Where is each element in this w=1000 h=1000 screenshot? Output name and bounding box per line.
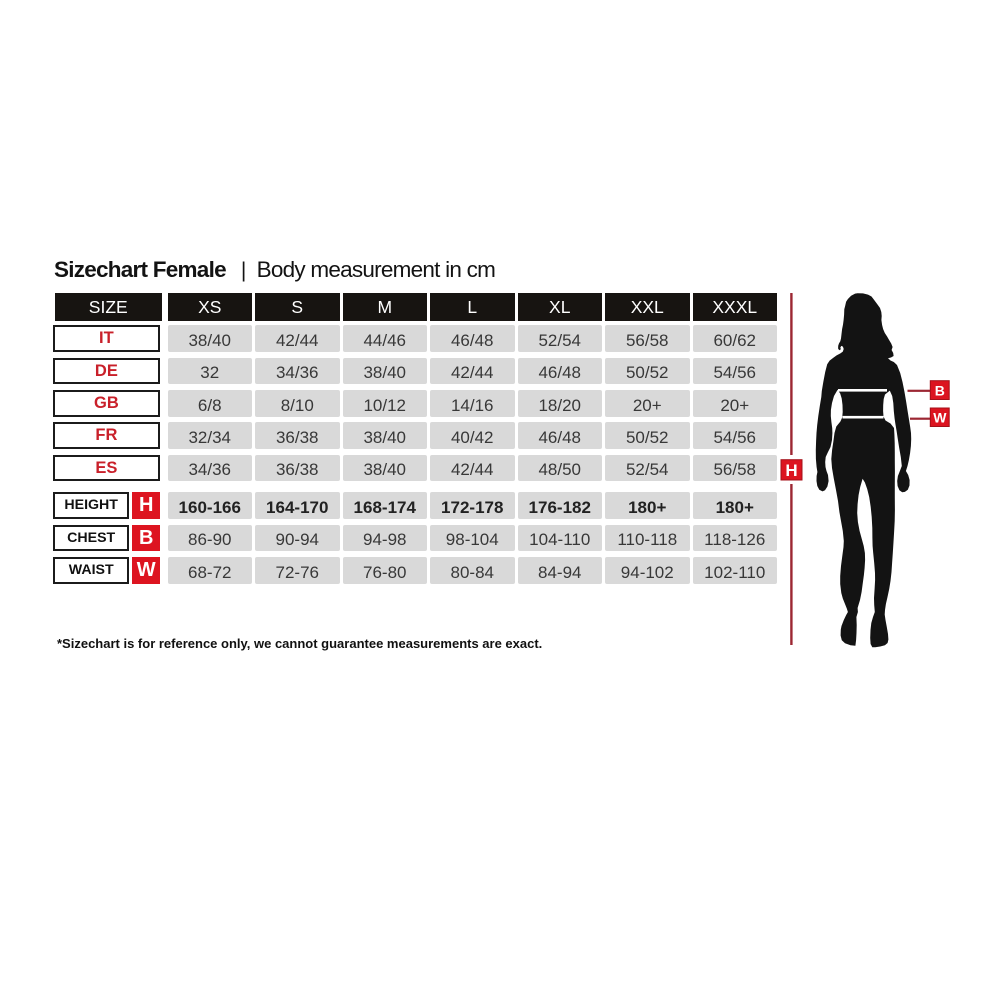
svg-text:W: W xyxy=(933,410,947,426)
svg-text:B: B xyxy=(935,383,945,399)
svg-text:H: H xyxy=(785,461,797,480)
